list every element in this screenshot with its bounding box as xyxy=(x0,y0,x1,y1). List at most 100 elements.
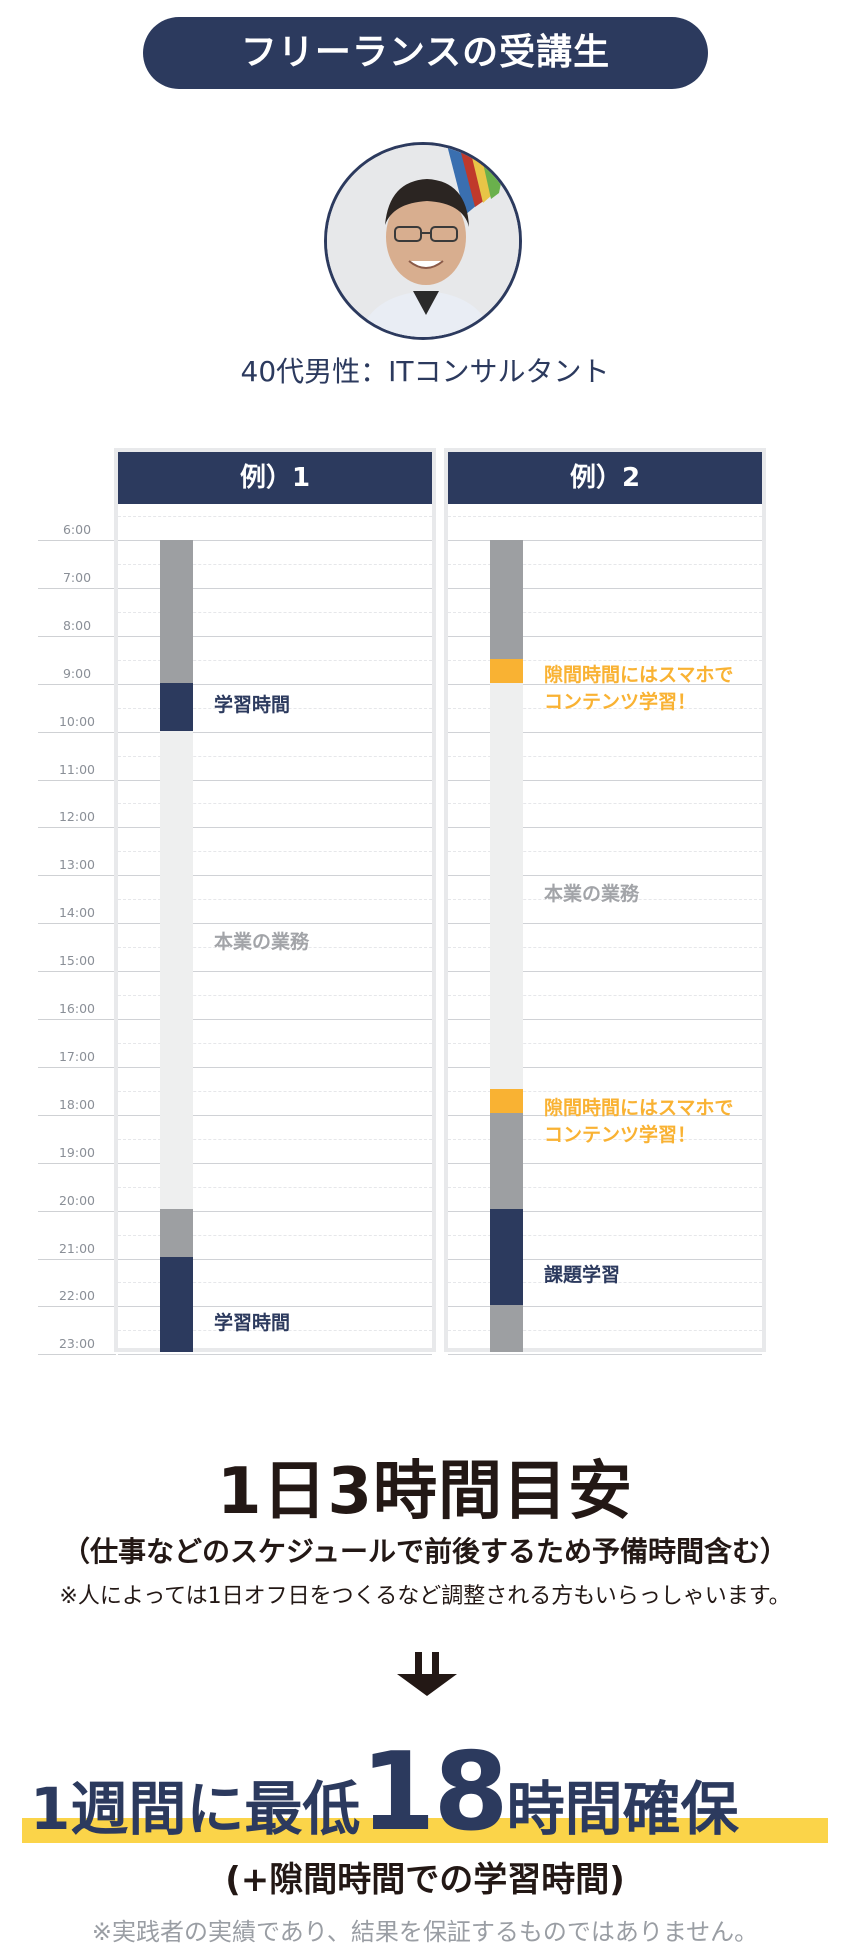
weekly-target-number: 18 xyxy=(360,1730,508,1855)
daily-target-subline: （仕事などのスケジュールで前後するため予備時間含む） xyxy=(61,1535,789,1568)
grid-half-line xyxy=(448,1138,762,1140)
person-label: 40代男性：ITコンサルタント xyxy=(240,355,610,388)
grid-hour-line xyxy=(118,1306,432,1308)
grid-hour-line xyxy=(448,540,762,541)
time-divider xyxy=(38,827,116,829)
grid-half-line xyxy=(118,707,432,709)
block-gap-morning xyxy=(490,659,523,683)
grid-half-line xyxy=(118,995,432,996)
grid-half-line xyxy=(448,1042,762,1044)
label-gap-morning-2: コンテンツ学習！ xyxy=(544,691,697,713)
grid-hour-line xyxy=(448,731,762,733)
grid-half-line xyxy=(118,851,432,853)
grid-hour-line xyxy=(118,923,432,925)
weekly-target-prefix: 1週間に最低 xyxy=(30,1775,361,1843)
block-study-night xyxy=(160,1257,193,1352)
grid-half-line xyxy=(448,851,762,853)
grid-hour-line xyxy=(118,875,432,877)
time-divider xyxy=(38,731,116,733)
grid-half-line xyxy=(448,659,762,661)
example-1-title: 例）1 xyxy=(118,452,432,504)
grid-hour-line xyxy=(448,635,762,637)
time-label: 7:00 xyxy=(62,569,92,585)
grid-hour-line xyxy=(448,779,762,781)
grid-half-line xyxy=(118,899,432,901)
grid-half-line xyxy=(118,803,432,805)
grid-hour-line xyxy=(448,683,762,685)
label-gap-evening-2: コンテンツ学習！ xyxy=(544,1124,697,1146)
time-label: 18:00 xyxy=(58,1096,96,1112)
time-divider xyxy=(38,1210,116,1212)
grid-hour-line xyxy=(118,1019,432,1020)
time-label: 16:00 xyxy=(58,1001,96,1016)
grid-hour-line xyxy=(448,1306,762,1308)
highlight-bar xyxy=(22,1818,828,1843)
time-label: 13:00 xyxy=(58,857,96,873)
time-divider xyxy=(38,683,116,685)
block-gap-evening xyxy=(490,1089,523,1113)
time-divider xyxy=(38,540,116,541)
block-free-night xyxy=(490,1305,523,1352)
grid-half-line xyxy=(118,1042,432,1044)
grid-half-line xyxy=(448,707,762,709)
grid-half-line xyxy=(448,1282,762,1284)
block-free-evening xyxy=(490,1113,523,1209)
label-work: 本業の業務 xyxy=(214,931,310,953)
grid-hour-line xyxy=(118,779,432,781)
grid-hour-line xyxy=(118,1114,432,1116)
grid-hour-line xyxy=(448,1114,762,1116)
grid-hour-line xyxy=(118,1210,432,1212)
time-label: 9:00 xyxy=(62,665,92,681)
grid-hour-line xyxy=(448,1019,762,1020)
time-label: 15:00 xyxy=(58,953,96,969)
time-label: 12:00 xyxy=(58,809,96,825)
time-divider xyxy=(38,923,116,925)
grid-hour-line xyxy=(448,1354,762,1356)
time-label: 20:00 xyxy=(58,1192,96,1208)
block-free-morning xyxy=(160,540,193,683)
label-assignment: 課題学習 xyxy=(544,1264,621,1286)
grid-half-line xyxy=(448,803,762,805)
grid-hour-line xyxy=(118,635,432,637)
grid-half-line xyxy=(118,563,432,565)
time-divider xyxy=(38,1066,116,1068)
schedule-example-1: 例）1 学習時間 本業の業務 学習時間 xyxy=(114,448,436,1356)
grid-half-line xyxy=(448,947,762,949)
disclaimer: ※実践者の実績であり、結果を保証するものではありません。 xyxy=(91,1918,759,1946)
grid-half-line xyxy=(448,1330,762,1332)
example-2-title: 例）2 xyxy=(448,452,762,504)
label-gap-morning-1: 隙間時間にはスマホで xyxy=(544,664,734,686)
grid-half-line xyxy=(118,1138,432,1140)
daily-target-heading: 1日3時間目安 xyxy=(216,1455,634,1529)
grid-hour-line xyxy=(118,683,432,685)
grid-half-line xyxy=(448,1234,762,1236)
grid-half-line xyxy=(118,659,432,661)
grid-half-line xyxy=(118,1186,432,1188)
time-divider xyxy=(38,1354,116,1356)
grid-half-line xyxy=(448,563,762,565)
time-label: 6:00 xyxy=(62,522,92,537)
time-divider xyxy=(38,875,116,877)
grid-hour-line xyxy=(118,540,432,541)
label-study-night: 学習時間 xyxy=(214,1312,291,1334)
grid-hour-line xyxy=(448,971,762,973)
section-title: フリーランスの受講生 xyxy=(143,17,708,89)
time-divider xyxy=(38,1019,116,1020)
grid-half-line xyxy=(118,516,432,517)
schedule-example-2: 例）2 隙間時間にはスマホで コンテンツ学習！ 本業の業務 隙間時間にはスマホで… xyxy=(444,448,766,1356)
grid-half-line xyxy=(118,1090,432,1092)
time-divider xyxy=(38,1162,116,1164)
block-assignment xyxy=(490,1209,523,1305)
time-label: 11:00 xyxy=(58,761,96,777)
grid-hour-line xyxy=(448,1162,762,1164)
grid-hour-line xyxy=(118,587,432,589)
block-free-morning xyxy=(490,540,523,659)
time-label: 23:00 xyxy=(58,1336,96,1352)
time-label: 17:00 xyxy=(58,1048,96,1064)
label-gap-evening-1: 隙間時間にはスマホで xyxy=(544,1097,734,1119)
time-divider xyxy=(38,1258,116,1260)
grid-half-line xyxy=(448,755,762,757)
block-work xyxy=(490,683,523,1089)
grid-hour-line xyxy=(448,1210,762,1212)
grid-hour-line xyxy=(118,1162,432,1164)
